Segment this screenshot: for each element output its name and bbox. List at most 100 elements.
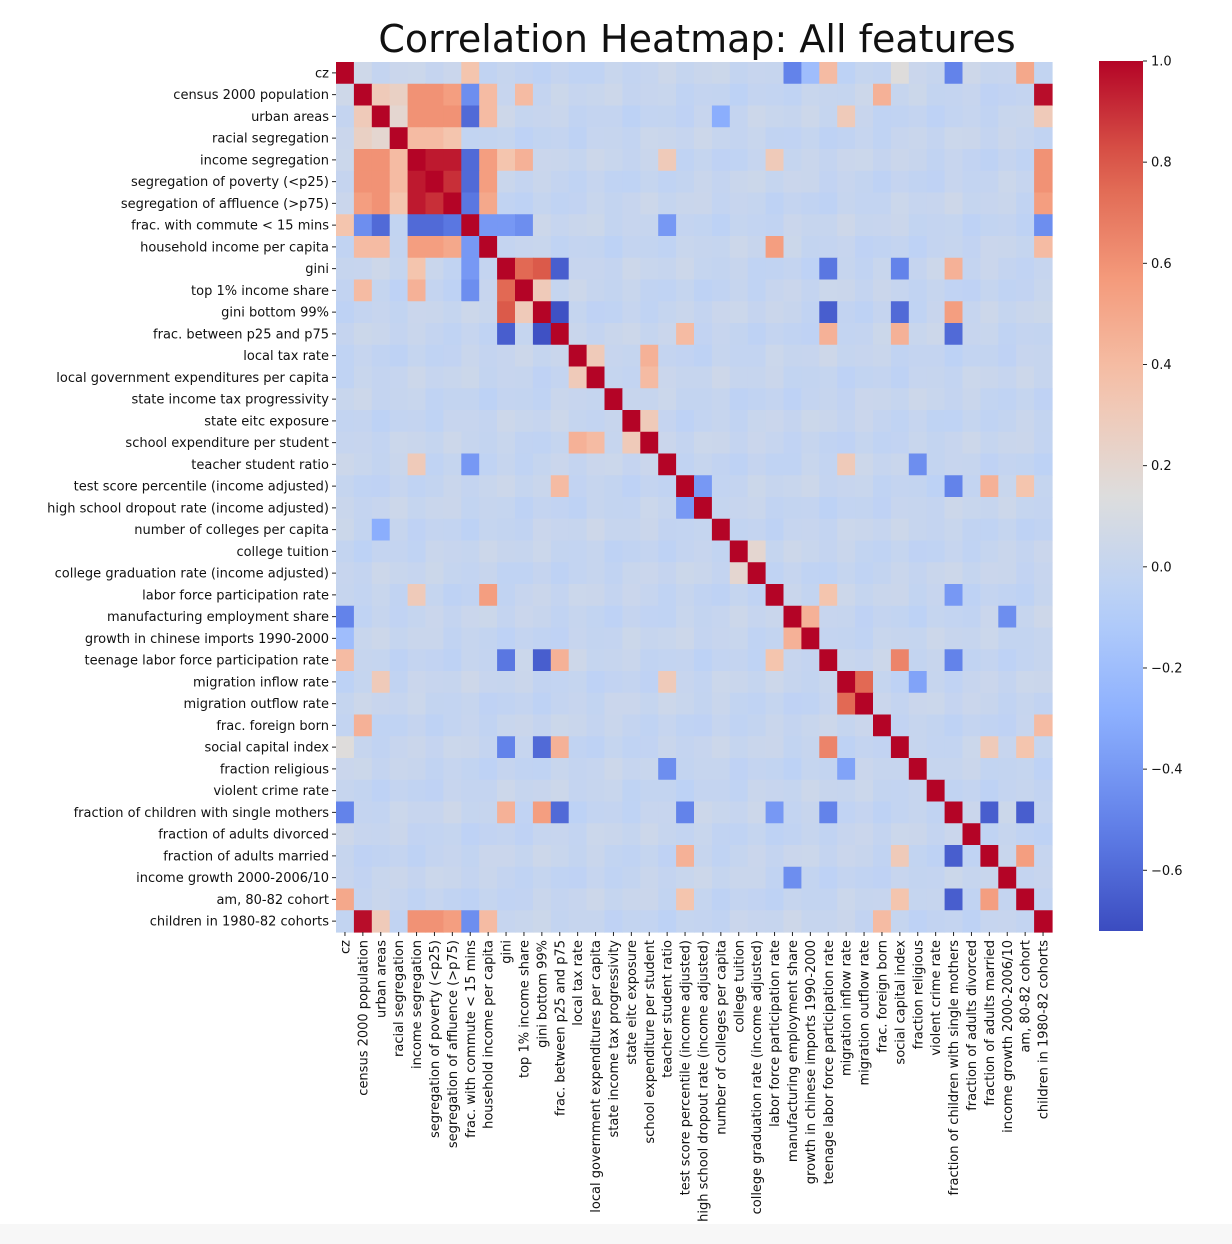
heatmap-cell (336, 431, 355, 455)
heatmap-cell (801, 845, 820, 868)
heatmap-cell (819, 736, 838, 759)
heatmap-cell (890, 866, 910, 890)
heatmap-cell (407, 344, 427, 368)
heatmap-cell (1016, 518, 1035, 542)
heatmap-cell (765, 845, 785, 868)
heatmap-cell (497, 366, 516, 389)
heatmap-cell (640, 627, 659, 650)
heatmap-cell (336, 192, 355, 215)
column-label: state income tax progressivity (607, 940, 622, 1138)
heatmap-cell (890, 279, 910, 302)
heatmap-cell (640, 344, 659, 368)
heatmap-cell (407, 692, 427, 716)
heatmap-cell (765, 801, 785, 824)
heatmap-cell (711, 866, 731, 890)
heatmap-cell (658, 671, 677, 694)
heatmap-cell (515, 584, 534, 607)
heatmap-cell (640, 845, 659, 868)
heatmap-cell (801, 910, 820, 933)
heatmap-cell (747, 692, 767, 716)
heatmap-cell (980, 714, 999, 737)
heatmap-cell (336, 714, 355, 737)
heatmap-cell (944, 105, 964, 128)
heatmap-cell (890, 845, 910, 868)
heatmap-cell (873, 605, 892, 629)
column-label: social capital index (893, 940, 908, 1065)
column-label: frac. foreign born (875, 940, 890, 1053)
heatmap-cell (1016, 105, 1035, 128)
heatmap-cell (407, 518, 427, 542)
heatmap-cell (353, 758, 373, 781)
heatmap-cell (926, 823, 946, 846)
heatmap-cell (371, 692, 391, 716)
heatmap-cell (515, 736, 534, 759)
heatmap-cell (658, 888, 677, 911)
heatmap-cell (515, 475, 534, 498)
heatmap-cell (1016, 279, 1035, 302)
heatmap-cell (550, 562, 570, 585)
heatmap-cell (890, 605, 910, 629)
heatmap-cell (676, 605, 695, 629)
heatmap-cell (604, 801, 623, 824)
heatmap-cell (998, 83, 1017, 107)
heatmap-cell (962, 736, 981, 759)
heatmap-cell (908, 649, 928, 672)
heatmap-cell (694, 866, 713, 890)
heatmap-cell (461, 801, 480, 824)
heatmap-cell (783, 584, 802, 607)
heatmap-cell (586, 540, 606, 563)
heatmap-cell (515, 236, 534, 259)
heatmap-cell (586, 562, 606, 585)
heatmap-cell (962, 257, 981, 281)
heatmap-cell (461, 366, 480, 389)
heatmap-cell (407, 127, 427, 150)
heatmap-cell (443, 475, 462, 498)
heatmap-cell (568, 453, 588, 476)
heatmap-cell (622, 671, 641, 694)
heatmap-cell (873, 845, 892, 868)
heatmap-cell (371, 671, 391, 694)
heatmap-cell (407, 866, 427, 890)
heatmap-cell (658, 866, 677, 890)
heatmap-cell (407, 714, 427, 737)
column-label: census 2000 population (356, 940, 371, 1096)
heatmap-cell (890, 801, 910, 824)
heatmap-cell (837, 540, 856, 563)
heatmap-cell (425, 344, 444, 368)
heatmap-cell (1034, 170, 1053, 194)
heatmap-cell (586, 83, 606, 107)
heatmap-cell (926, 431, 946, 455)
row-label: migration outflow rate (184, 697, 329, 712)
heatmap-cell (944, 257, 964, 281)
heatmap-cell (765, 410, 785, 433)
heatmap-cell (729, 649, 749, 672)
heatmap-cell (711, 497, 731, 520)
heatmap-cell (890, 714, 910, 737)
heatmap-cell (837, 83, 856, 107)
heatmap-cell (622, 149, 641, 172)
heatmap-cell (532, 83, 552, 107)
heatmap-cell (640, 236, 659, 259)
heatmap-cell (1016, 866, 1035, 890)
heatmap-cell (837, 801, 856, 824)
heatmap-cell (890, 388, 910, 411)
heatmap-cell (550, 301, 570, 324)
heatmap-cell (855, 497, 874, 520)
heatmap-cell (407, 475, 427, 498)
heatmap-cell (837, 366, 856, 389)
heatmap-cell (532, 649, 552, 672)
heatmap-cell (747, 888, 767, 911)
heatmap-cell (550, 62, 570, 85)
heatmap-cell (908, 605, 928, 629)
heatmap-cell (479, 671, 498, 694)
heatmap-cell (837, 497, 856, 520)
heatmap-cell (1016, 366, 1035, 389)
heatmap-cell (515, 692, 534, 716)
heatmap-cell (801, 192, 820, 215)
heatmap-cell (389, 257, 409, 281)
heatmap-cell (515, 62, 534, 85)
heatmap-cell (515, 105, 534, 128)
heatmap-cell (890, 257, 910, 281)
heatmap-cell (497, 257, 516, 281)
heatmap-cell (873, 497, 892, 520)
